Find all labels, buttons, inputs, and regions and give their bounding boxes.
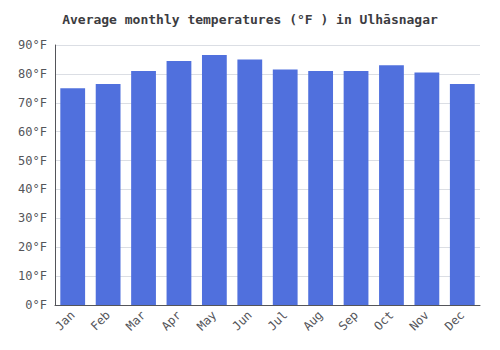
svg-text:Nov: Nov (407, 308, 432, 333)
svg-text:90°F: 90°F (18, 38, 47, 52)
svg-text:10°F: 10°F (18, 269, 47, 283)
svg-text:Sep: Sep (336, 308, 361, 333)
svg-text:Dec: Dec (442, 308, 467, 333)
svg-text:20°F: 20°F (18, 240, 47, 254)
svg-text:40°F: 40°F (18, 182, 47, 196)
svg-text:70°F: 70°F (18, 96, 47, 110)
svg-text:50°F: 50°F (18, 154, 47, 168)
svg-text:May: May (194, 308, 219, 333)
svg-text:Jun: Jun (230, 308, 255, 333)
svg-text:Feb: Feb (88, 308, 113, 333)
svg-text:Mar: Mar (123, 308, 148, 333)
svg-text:Apr: Apr (159, 308, 184, 333)
svg-text:80°F: 80°F (18, 67, 47, 81)
svg-text:Aug: Aug (300, 308, 325, 333)
svg-text:60°F: 60°F (18, 125, 47, 139)
svg-text:Jul: Jul (265, 308, 290, 333)
svg-text:0°F: 0°F (25, 298, 47, 312)
svg-text:Average monthly temperatures (: Average monthly temperatures (°F ) in Ul… (62, 12, 438, 27)
svg-text:Oct: Oct (371, 308, 396, 333)
svg-text:Jan: Jan (52, 308, 77, 333)
svg-text:30°F: 30°F (18, 211, 47, 225)
